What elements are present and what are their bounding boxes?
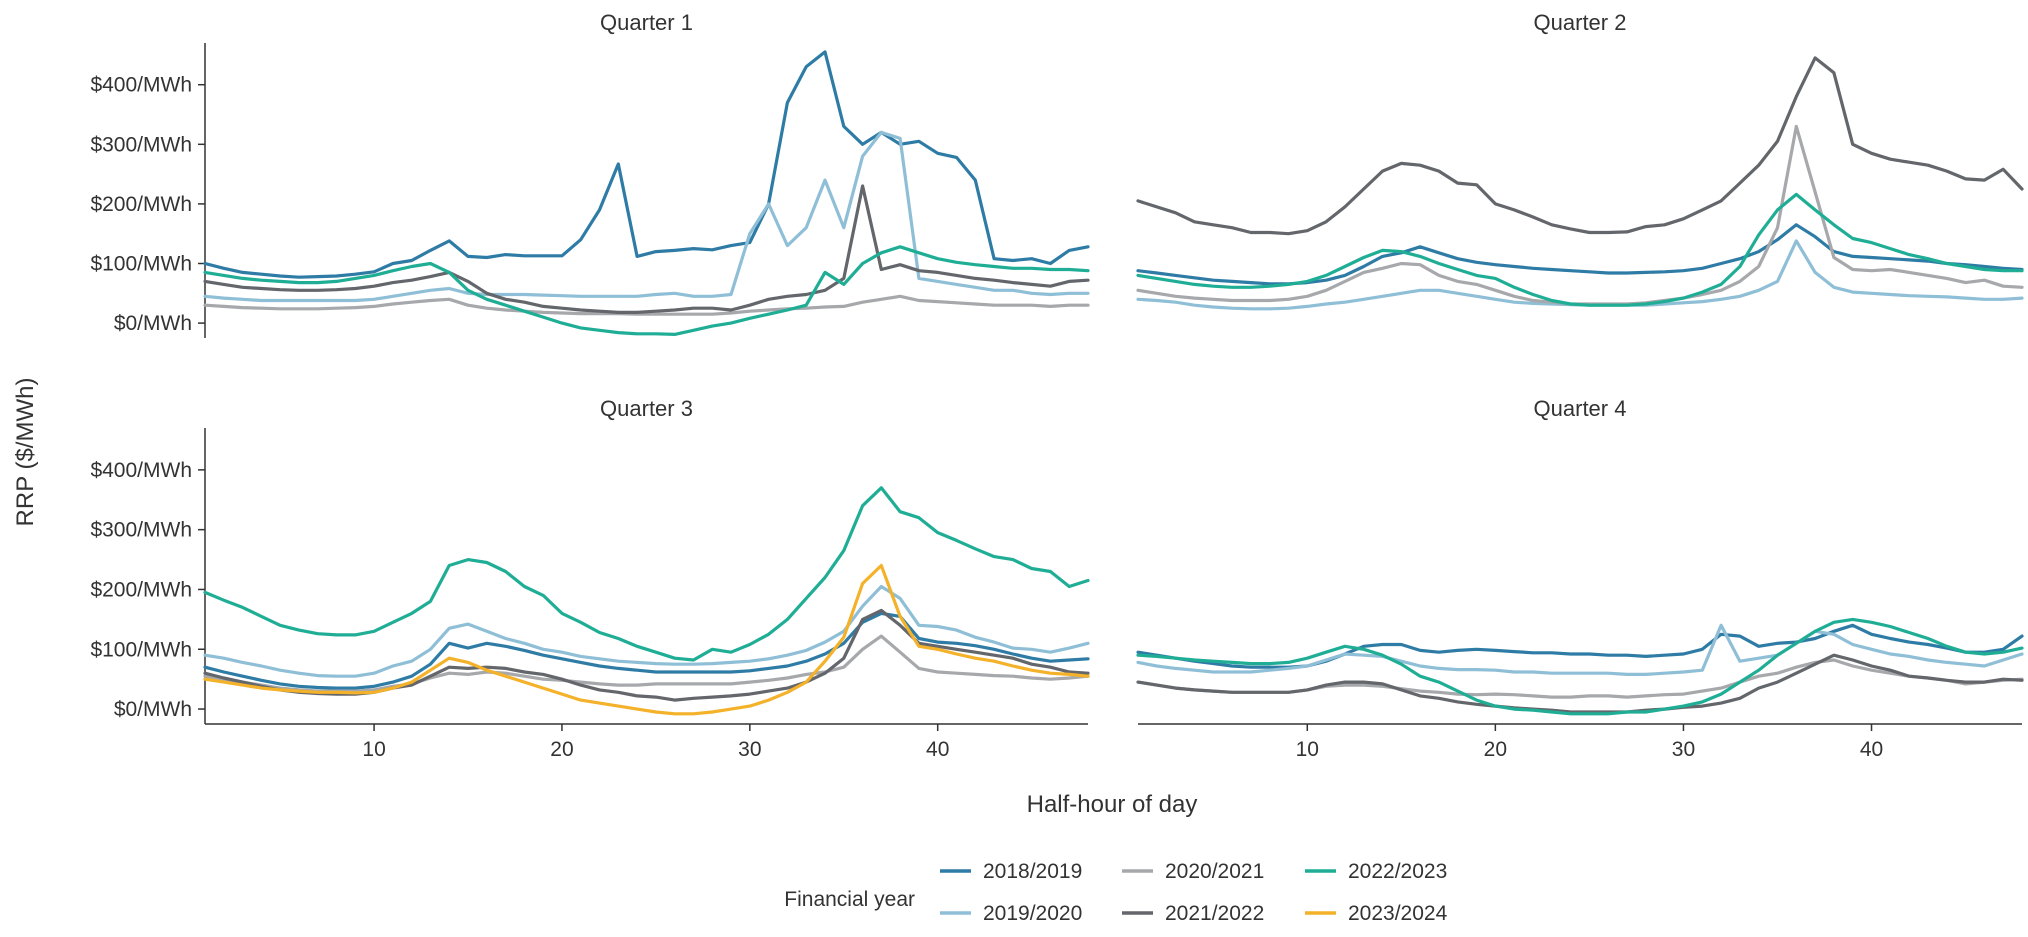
legend-item-2018-2019: 2018/2019: [940, 860, 1082, 883]
series-line-2021-2022: [203, 184, 1090, 314]
series-line-2023-2024: [203, 563, 1090, 716]
y-tick-label: $400/MWh: [90, 74, 192, 97]
x-tick-label: 10: [1296, 738, 1319, 761]
series-line-2019-2020: [203, 130, 1090, 303]
series-line-2018-2019: [1136, 623, 2024, 669]
series-line-2020-2021: [1136, 124, 2024, 306]
series-line-2021-2022: [1136, 56, 2024, 236]
x-tick-label: 20: [550, 738, 573, 761]
legend-label: 2018/2019: [983, 860, 1082, 883]
y-tick-label: $300/MWh: [90, 133, 192, 156]
series-line-2022-2023: [203, 245, 1090, 336]
legend-item-2021-2022: 2021/2022: [1122, 902, 1264, 925]
panel-title: Quarter 3: [600, 396, 693, 421]
legend: Financial year 2018/2019 2019/2020 2020/20…: [784, 860, 1447, 925]
series-line-2020-2021: [203, 294, 1090, 316]
series-line-2019-2020: [1136, 239, 2024, 311]
y-tick-label: $400/MWh: [90, 459, 192, 482]
series-line-2019-2020: [203, 584, 1090, 678]
panel-quarter-4: Quarter 4 10 20 30 40: [1136, 396, 2024, 761]
x-tick-label: 30: [738, 738, 761, 761]
legend-label: 2021/2022: [1165, 902, 1264, 925]
legend-label: 2023/2024: [1348, 902, 1448, 925]
y-tick-label: $100/MWh: [90, 638, 192, 661]
x-tick-label: 10: [362, 738, 385, 761]
series-line-2022-2023: [1136, 192, 2024, 307]
y-tick-label: $0/MWh: [114, 312, 192, 335]
series-line-2022-2023: [1136, 617, 2024, 716]
x-tick-label: 20: [1484, 738, 1507, 761]
legend-title: Financial year: [784, 888, 915, 911]
series-line-2022-2023: [203, 486, 1090, 662]
legend-label: 2020/2021: [1165, 860, 1264, 883]
legend-item-2022-2023: 2022/2023: [1305, 860, 1447, 883]
y-tick-label: $200/MWh: [90, 193, 192, 216]
series-line-2021-2022: [1136, 653, 2024, 714]
panel-quarter-2: Quarter 2: [1136, 10, 2024, 311]
y-tick-label: $0/MWh: [114, 698, 192, 721]
legend-item-2023-2024: 2023/2024: [1305, 902, 1448, 925]
y-tick-label: $300/MWh: [90, 519, 192, 542]
panel-quarter-3: Quarter 3 $0/MWh $100/MWh $200/MWh $300/MWh $…: [90, 396, 1090, 761]
x-tick-label: 40: [926, 738, 949, 761]
y-tick-label: $200/MWh: [90, 578, 192, 601]
x-axis-title: Half-hour of day: [1027, 791, 1198, 818]
x-tick-label: 40: [1860, 738, 1883, 761]
x-tick-label: 30: [1672, 738, 1695, 761]
y-axis-title: RRP ($/MWh): [12, 378, 39, 527]
panel-title: Quarter 1: [600, 10, 693, 35]
series-line-2019-2020: [1136, 623, 2024, 677]
panel-title: Quarter 2: [1534, 10, 1627, 35]
series-line-2018-2019: [203, 50, 1090, 279]
series-line-2018-2019: [203, 611, 1090, 690]
legend-item-2019-2020: 2019/2020: [940, 902, 1082, 925]
legend-label: 2022/2023: [1348, 860, 1447, 883]
legend-label: 2019/2020: [983, 902, 1082, 925]
y-tick-label: $100/MWh: [90, 253, 192, 276]
series-line-2020-2021: [203, 634, 1090, 693]
panel-quarter-1: Quarter 1 $0/MWh $100/MWh $200/MWh $300/MWh $…: [90, 10, 1090, 338]
panel-title: Quarter 4: [1534, 396, 1627, 421]
legend-item-2020-2021: 2020/2021: [1122, 860, 1264, 883]
